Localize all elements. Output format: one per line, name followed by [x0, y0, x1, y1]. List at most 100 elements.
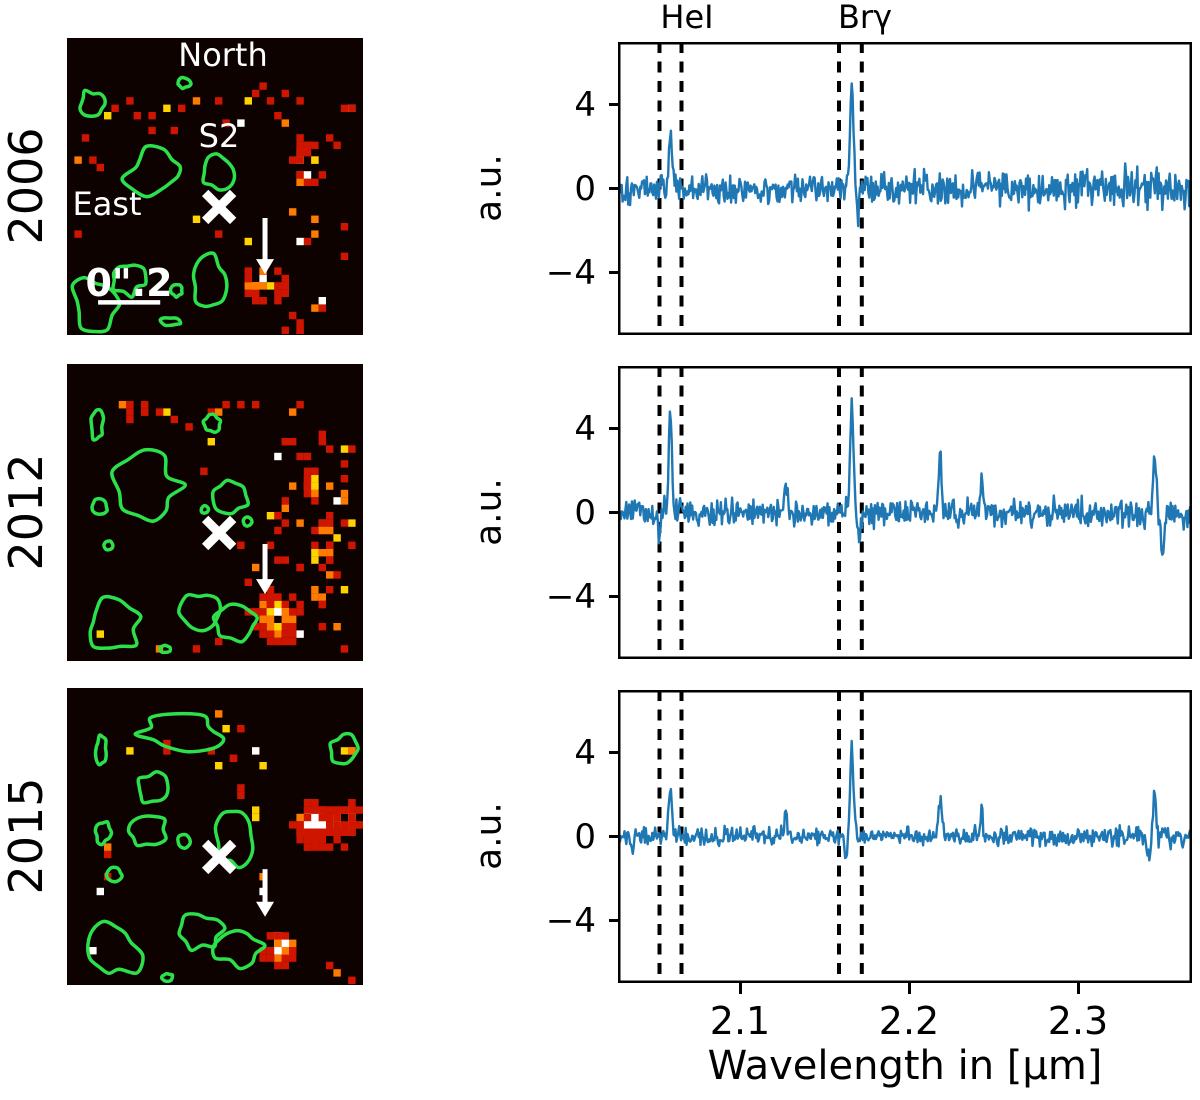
hot-pixel [281, 519, 289, 527]
hot-pixel [274, 623, 282, 631]
hot-pixel [281, 630, 289, 638]
hot-pixel [266, 97, 275, 105]
hot-pixel [215, 408, 223, 416]
y-axis-label-row2: a.u. [468, 478, 510, 546]
hot-pixel [252, 806, 260, 814]
hot-pixel [303, 149, 312, 157]
hot-pixel [281, 947, 289, 955]
hot-pixel [289, 637, 297, 646]
hot-pixel [326, 828, 334, 836]
hot-pixel [311, 799, 319, 807]
hot-pixel [318, 806, 326, 814]
hot-pixel [296, 452, 304, 461]
hot-pixel [303, 237, 312, 246]
hot-pixel [348, 519, 356, 527]
hot-pixel [163, 747, 171, 755]
hot-pixel [303, 836, 312, 844]
hot-pixel [104, 112, 112, 120]
hot-pixel [274, 556, 282, 564]
hot-pixel [281, 954, 289, 962]
hot-pixel [311, 526, 319, 535]
y-tick-mark [609, 103, 619, 106]
hot-pixel [340, 475, 349, 483]
hot-pixel [215, 762, 223, 770]
hot-pixel [178, 104, 186, 112]
hot-pixel [311, 806, 319, 814]
x-tick-label: 2.3 [1047, 999, 1109, 1043]
hot-pixel [333, 806, 341, 814]
hot-pixel [311, 489, 319, 498]
hot-pixel [274, 297, 282, 305]
hot-pixel [266, 637, 275, 646]
hot-pixel [311, 497, 319, 505]
hot-pixel [340, 806, 349, 814]
y-tick-mark [609, 511, 619, 514]
hot-pixel [296, 600, 304, 609]
spectrum-line [618, 82, 1192, 228]
hot-pixel [207, 438, 215, 446]
hot-pixel [289, 438, 297, 446]
hot-pixel [296, 326, 304, 334]
hot-pixel [244, 282, 252, 290]
hot-pixel [289, 954, 297, 962]
hot-pixel [333, 969, 341, 977]
hot-pixel [311, 230, 319, 238]
contour-line [177, 592, 223, 633]
hot-pixel [318, 304, 326, 312]
contour-line [126, 814, 168, 848]
hot-pixel [274, 112, 282, 120]
spectrum-panel-2015 [618, 690, 1192, 983]
hot-pixel [326, 821, 334, 829]
contour-line [89, 407, 106, 442]
hot-pixel [311, 836, 319, 844]
hot-pixel [333, 141, 341, 149]
hot-pixel [348, 799, 356, 807]
hot-pixel [348, 806, 356, 814]
hot-pixel [348, 445, 356, 453]
hot-pixel [303, 489, 312, 498]
hot-pixel [200, 467, 208, 475]
spectrum-panel-2006 [618, 42, 1192, 335]
hot-pixel [89, 156, 97, 164]
hot-pixel [274, 954, 282, 962]
hot-pixel [192, 215, 201, 223]
hot-pixel [244, 237, 252, 246]
hot-pixel [348, 813, 356, 822]
hot-pixel [289, 482, 297, 490]
y-tick-mark [609, 271, 619, 274]
hot-pixel [259, 608, 267, 616]
hot-pixel [215, 710, 223, 718]
hot-pixel [126, 408, 134, 416]
contour-line [93, 733, 108, 767]
x-tick-label: 2.2 [878, 999, 940, 1043]
hot-pixel [311, 156, 319, 164]
hot-pixel [311, 549, 319, 557]
hot-pixel [274, 452, 282, 461]
hot-pixel [96, 630, 104, 638]
hot-pixel [252, 623, 260, 631]
hot-pixel [303, 475, 312, 483]
hot-pixel [296, 134, 304, 142]
sgra-cross-marker [201, 189, 237, 225]
hot-pixel [244, 289, 252, 297]
y-tick-label: 0 [574, 168, 596, 209]
hot-pixel [104, 850, 112, 859]
hot-pixel [141, 408, 149, 416]
contour-line [213, 809, 255, 870]
hot-pixel [296, 319, 304, 327]
hot-pixel [266, 623, 275, 631]
hot-pixel [259, 282, 267, 290]
contour-line [159, 971, 175, 984]
hot-pixel [326, 813, 334, 822]
hot-pixel [281, 438, 289, 446]
hot-pixel [296, 401, 304, 409]
hot-pixel [303, 828, 312, 836]
y-tick-mark [609, 595, 619, 598]
hot-pixel [141, 401, 149, 409]
x-tick-mark [1076, 983, 1080, 994]
hot-pixel [326, 541, 334, 549]
hot-pixel [311, 215, 319, 223]
hot-pixel [318, 828, 326, 836]
hot-pixel [281, 932, 289, 940]
hot-pixel [318, 600, 326, 609]
